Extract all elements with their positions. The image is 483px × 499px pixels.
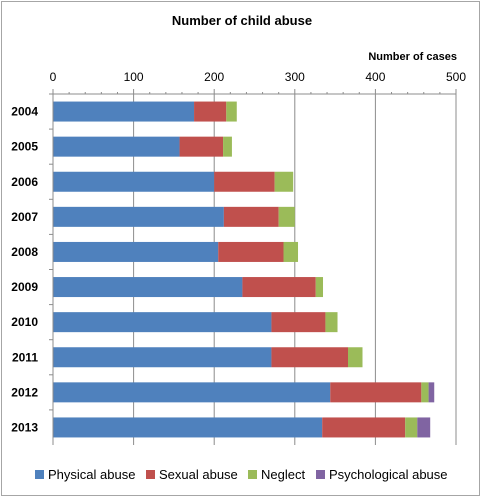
bar-sexual-abuse-2010 [271,312,326,333]
category-label-2013: 2013 [11,420,38,434]
bar-physical-abuse-2012 [53,382,331,403]
legend-swatch-neglect [248,470,257,479]
bar-physical-abuse-2009 [53,277,243,298]
legend-swatch-physical-abuse [35,470,44,479]
bar-neglect-2012 [421,382,429,403]
bar-sexual-abuse-2012 [330,382,422,403]
bar-sexual-abuse-2005 [179,136,224,157]
bar-sexual-abuse-2009 [242,277,316,298]
legend-label-physical-abuse: Physical abuse [48,467,135,482]
bar-physical-abuse-2008 [53,241,219,262]
x-tick-label-200: 200 [204,70,224,84]
category-label-2009: 2009 [11,280,38,294]
category-label-2011: 2011 [12,350,38,364]
y-axis-categories: 2004 2005 2006 2007 2008 2009 2010 2011 2012 2013 [11,93,53,434]
legend-swatch-psychological-abuse [316,470,325,479]
category-label-2012: 2012 [11,385,38,399]
bar-neglect-2005 [223,136,232,157]
x-tick-label-400: 400 [365,70,385,84]
bar-neglect-2010 [325,312,338,333]
axes [52,93,456,445]
legend-item-sexual-abuse: Sexual abuse [146,467,238,482]
legend-item-neglect: Neglect [248,467,305,482]
category-label-2006: 2006 [11,175,38,189]
bar-physical-abuse-2007 [53,206,224,227]
x-tick-label-500: 500 [446,70,466,84]
legend: Physical abuse Sexual abuse Neglect Psychol… [35,467,448,482]
legend-label-neglect: Neglect [261,467,305,482]
bar-neglect-2013 [405,417,418,438]
bar-neglect-2006 [274,171,294,192]
x-tick-label-100: 100 [124,70,144,84]
category-label-2005: 2005 [11,140,38,154]
bar-sexual-abuse-2013 [322,417,406,438]
bar-sexual-abuse-2006 [214,171,275,192]
bar-sexual-abuse-2007 [223,206,279,227]
x-axis-label: Number of cases [368,51,457,63]
bar-psychological-abuse-2012 [428,382,435,403]
chart-title: Number of child abuse [172,13,312,28]
x-axis-ticks: 0 100 200 300 400 500 [50,70,466,94]
category-label-2008: 2008 [11,245,38,259]
bar-neglect-2008 [283,241,299,262]
bar-neglect-2011 [347,347,363,368]
category-label-2010: 2010 [11,315,38,329]
x-tick-label-0: 0 [50,70,57,84]
bars [53,101,435,438]
bar-physical-abuse-2010 [53,312,272,333]
bar-sexual-abuse-2008 [218,241,284,262]
bar-neglect-2007 [278,206,295,227]
bar-physical-abuse-2004 [53,101,195,122]
legend-swatch-sexual-abuse [146,470,155,479]
bar-neglect-2004 [226,101,237,122]
bar-psychological-abuse-2013 [417,417,431,438]
legend-label-psychological-abuse: Psychological abuse [329,467,448,482]
x-tick-label-300: 300 [285,70,305,84]
legend-item-physical-abuse: Physical abuse [35,467,135,482]
bar-sexual-abuse-2011 [271,347,348,368]
legend-item-psychological-abuse: Psychological abuse [316,467,448,482]
bar-physical-abuse-2011 [53,347,272,368]
bar-physical-abuse-2005 [53,136,180,157]
category-label-2007: 2007 [11,210,38,224]
bar-sexual-abuse-2004 [194,101,227,122]
bar-neglect-2009 [315,277,324,298]
bar-physical-abuse-2013 [53,417,323,438]
bar-physical-abuse-2006 [53,171,215,192]
legend-label-sexual-abuse: Sexual abuse [159,467,238,482]
category-label-2004: 2004 [11,105,38,119]
